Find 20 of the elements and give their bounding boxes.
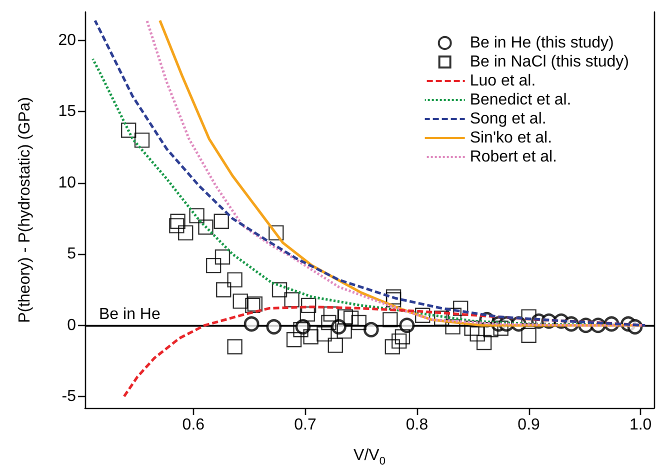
ref-line-label: Be in He [99,306,160,323]
y-tick-label: 10 [58,174,76,192]
y-axis-title: P(theory) - P(hydrostatic) (GPa) [16,97,34,323]
legend-label: Luo et al. [470,72,536,90]
legend-label: Benedict et al. [470,92,572,108]
y-tick-label: 15 [58,103,76,120]
legend-label: Song et al. [470,110,546,128]
legend-label: Be in He (this study) [470,34,614,52]
y-tick-label: -5 [62,388,76,406]
x-tick-label: 0.7 [294,416,316,434]
legend-label: Be in NaCl (this study) [470,54,630,70]
y-tick-label: 20 [58,32,76,49]
y-tick-label: 0 [67,316,76,334]
x-tick-label: 1.0 [629,416,652,434]
x-tick-label: 0.6 [182,416,205,434]
y-tick-label: 5 [67,246,76,263]
legend-label: Robert et al. [470,148,557,166]
x-tick-label: 0.8 [406,416,428,434]
x-tick-label: 0.9 [518,416,540,434]
legend-label: Sin'ko et al. [470,130,552,146]
